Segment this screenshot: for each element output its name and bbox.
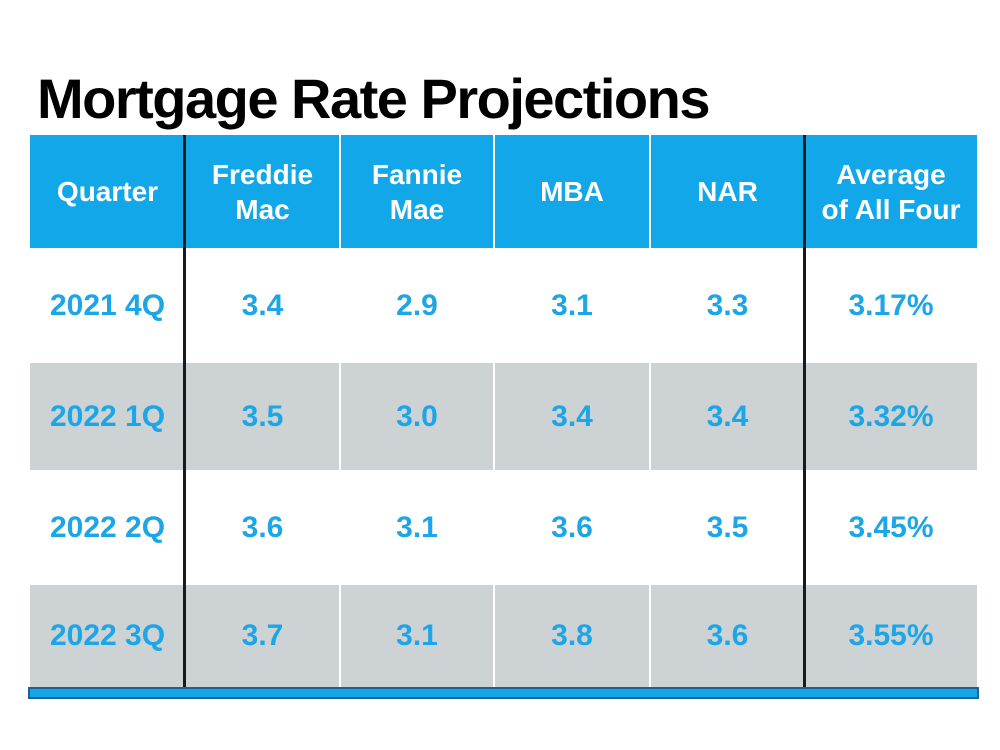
cell-fannie-mae: 2.9 [396, 288, 438, 322]
cell-freddie-mac: 3.5 [241, 399, 284, 433]
cell-mba: 3.6 [551, 510, 593, 544]
cell-nar: 3.3 [706, 288, 749, 322]
cell-nar: 3.5 [706, 510, 749, 544]
cell-mba: 3.1 [551, 288, 593, 322]
column-header-freddie-mac: Freddie Mac [211, 158, 314, 225]
column-header-mba: MBA [540, 176, 604, 207]
mortgage-rate-table: Quarter Freddie Mac Fannie Mae MBA NAR A… [28, 135, 979, 699]
cell-freddie-mac: 3.6 [241, 510, 284, 544]
cell-fannie-mae: 3.1 [396, 510, 438, 544]
cell-quarter: 2021 4Q [49, 288, 166, 322]
cell-mba: 3.8 [551, 619, 593, 652]
cell-nar: 3.6 [706, 619, 749, 652]
cell-quarter: 2022 1Q [49, 399, 166, 433]
cell-average: 3.17% [848, 288, 934, 322]
table-row: 2022 2Q 3.6 3.1 3.6 3.5 3.45% [30, 470, 977, 585]
column-header-nar: NAR [697, 176, 758, 207]
cell-freddie-mac: 3.4 [241, 288, 284, 322]
column-header-average: Average of All Four [821, 158, 961, 225]
cell-freddie-mac: 3.7 [241, 619, 284, 652]
cell-quarter: 2022 2Q [49, 510, 166, 544]
cell-fannie-mae: 3.0 [396, 399, 438, 433]
cell-mba: 3.4 [551, 399, 593, 433]
cell-fannie-mae: 3.1 [396, 619, 438, 652]
column-header-fannie-mae: Fannie Mae [371, 158, 463, 225]
cell-average: 3.45% [848, 510, 934, 544]
column-header-quarter: Quarter [56, 176, 159, 207]
table-row: 2022 1Q 3.5 3.0 3.4 3.4 3.32% [30, 363, 977, 470]
cell-nar: 3.4 [706, 399, 749, 433]
page-title: Mortgage Rate Projections [37, 66, 710, 130]
cell-average: 3.32% [848, 399, 934, 433]
table-header-row: Quarter Freddie Mac Fannie Mae MBA NAR A… [30, 135, 977, 248]
table-row: 2022 3Q 3.7 3.1 3.8 3.6 3.55% [30, 585, 977, 687]
cell-average: 3.55% [848, 619, 934, 652]
table-bottom-accent-bar [28, 687, 979, 699]
cell-quarter: 2022 3Q [49, 619, 166, 652]
table-row: 2021 4Q 3.4 2.9 3.1 3.3 3.17% [30, 248, 977, 363]
